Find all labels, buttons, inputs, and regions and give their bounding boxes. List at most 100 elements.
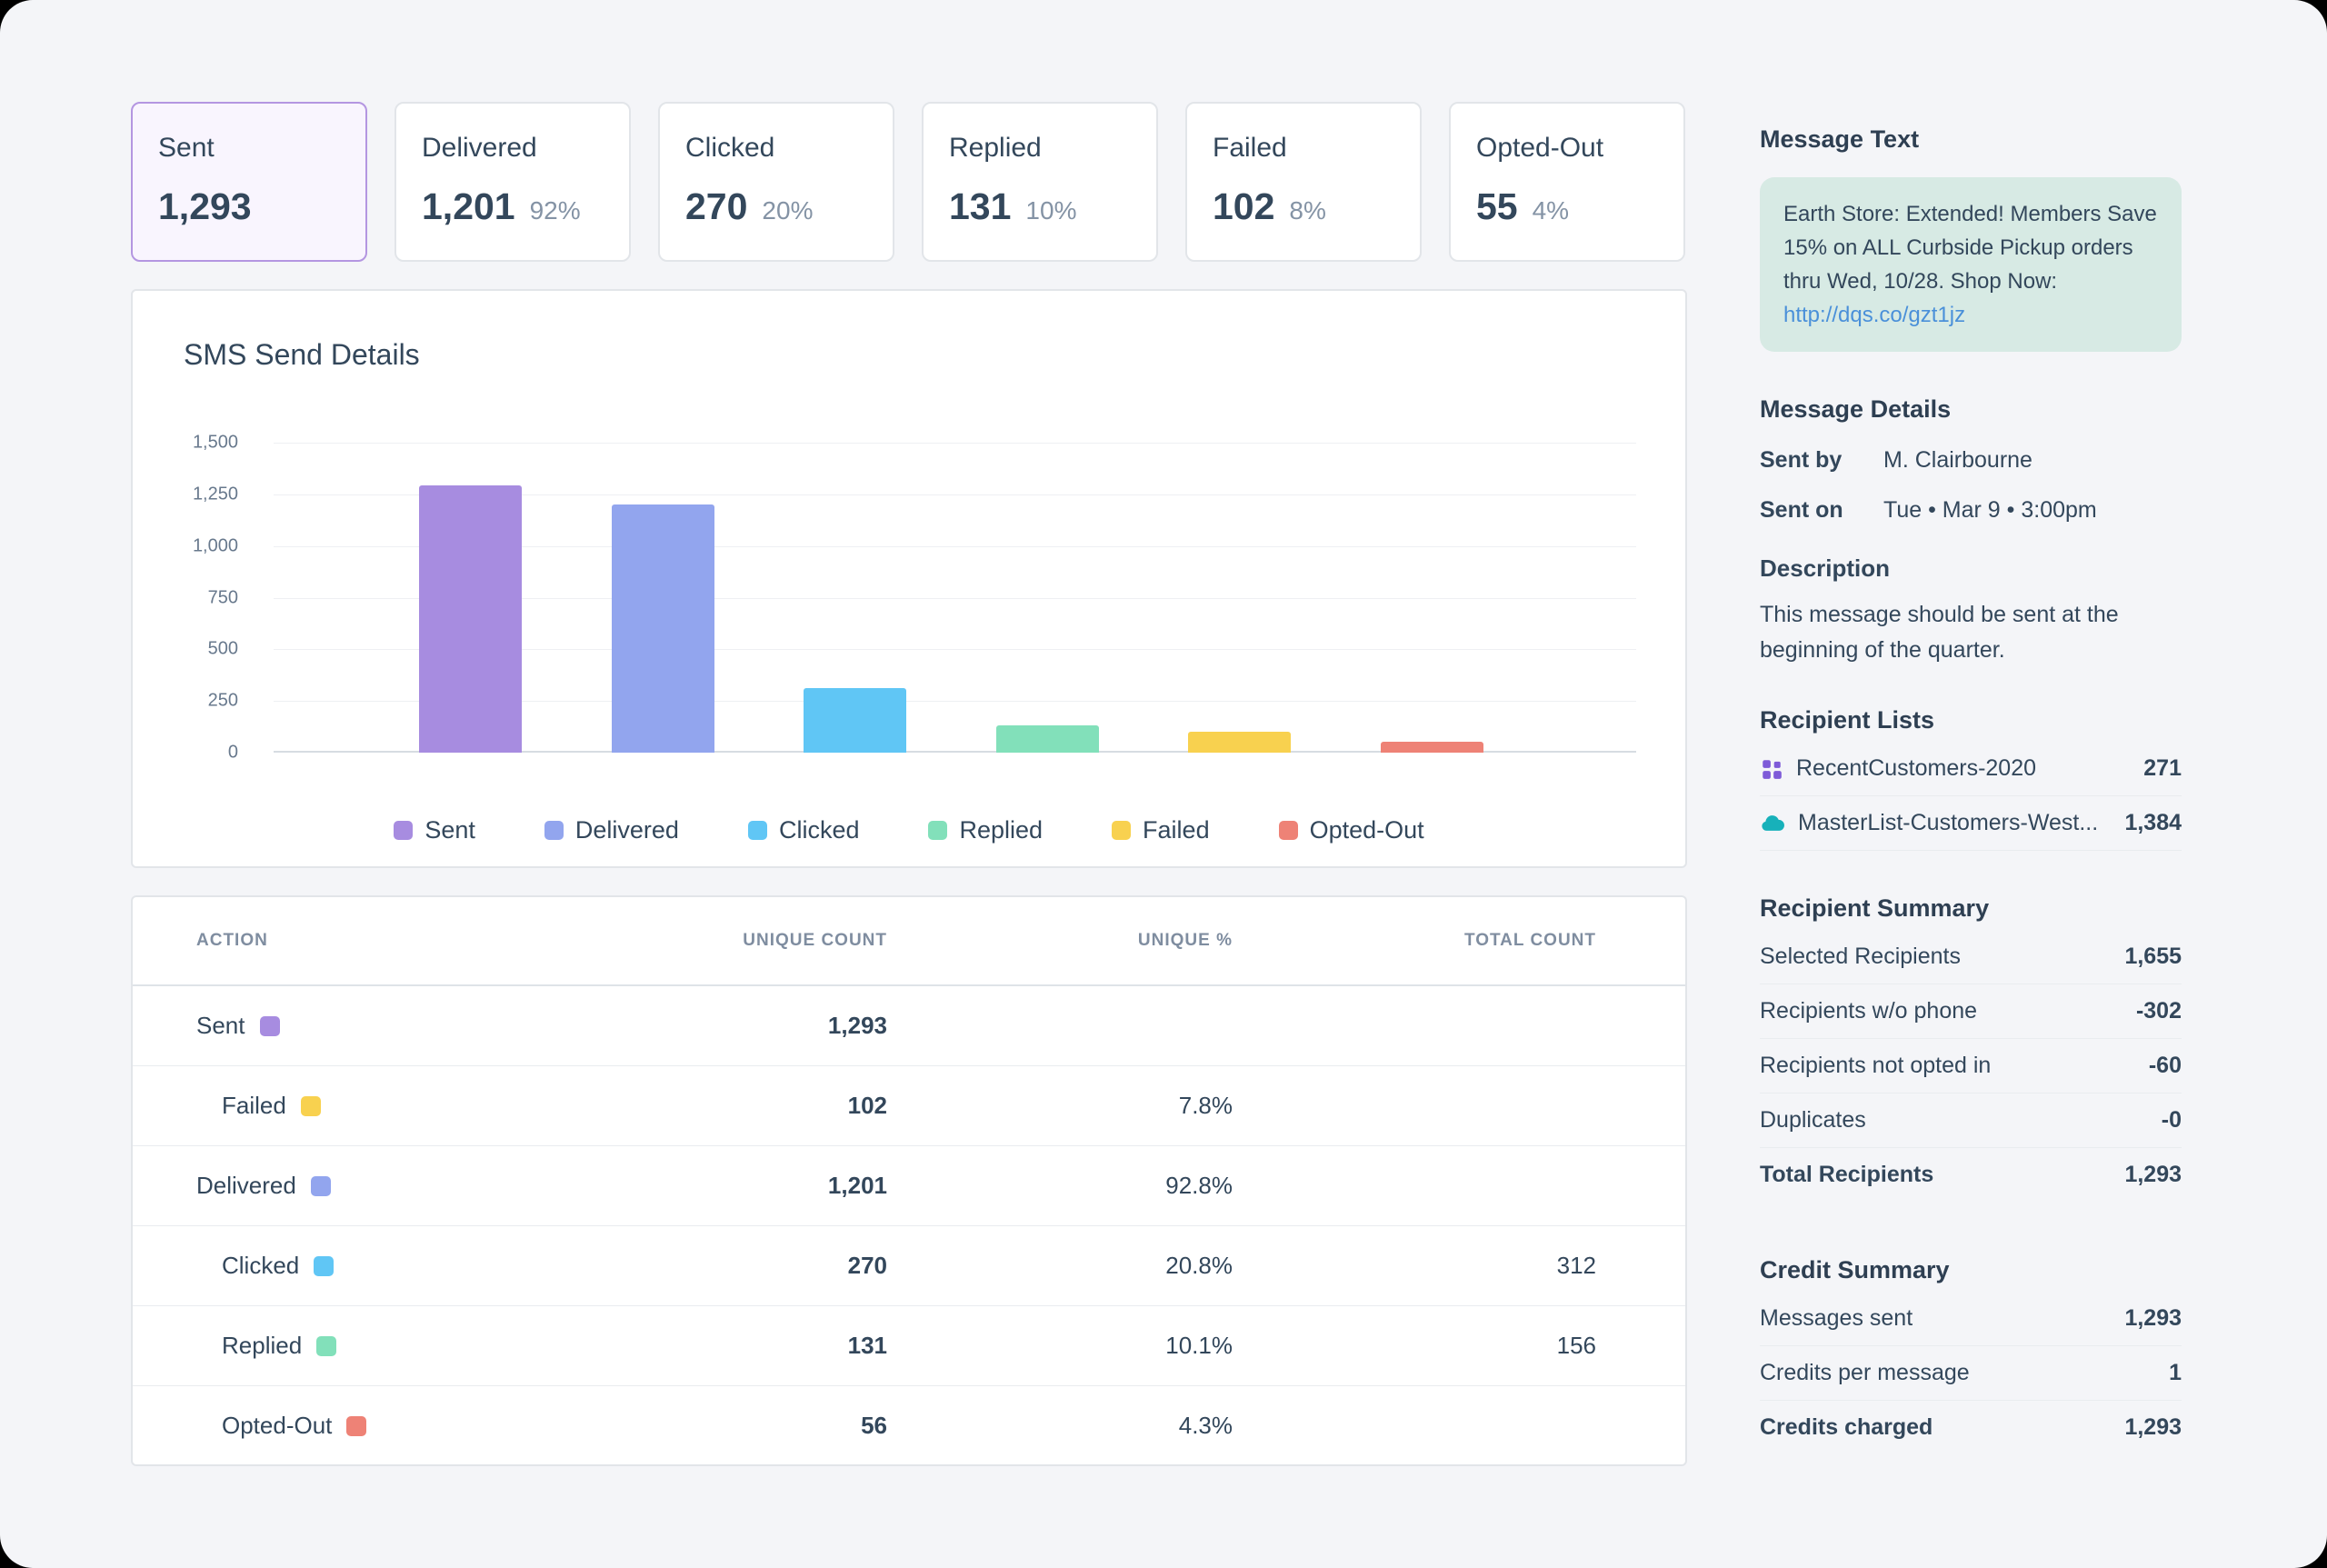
sent-by-row: Sent by M. Clairbourne (1760, 447, 2182, 474)
stat-card-value: 55 (1476, 185, 1518, 228)
stat-card-value-row: 1,201 92% (422, 185, 604, 228)
table-row-opted-out: Opted-Out564.3% (133, 1386, 1685, 1465)
sms-campaign-dashboard: Sent1,293Delivered1,20192%Clicked27020%R… (0, 0, 2327, 1568)
stat-card-value: 1,293 (158, 185, 252, 228)
message-bubble: Earth Store: Extended! Members Save 15% … (1760, 177, 2182, 352)
summary-value: 1,293 (2124, 1305, 2182, 1332)
summary-row-duplicates: Duplicates -0 (1760, 1094, 2182, 1148)
summary-value: 1,293 (2124, 1162, 2182, 1188)
summary-label: Duplicates (1760, 1107, 1866, 1134)
action-color-swatch (316, 1336, 336, 1356)
y-axis-label: 1,500 (184, 433, 238, 454)
summary-value: 1,293 (2124, 1414, 2182, 1441)
action-label: Sent (196, 1012, 245, 1040)
bar-failed (1188, 732, 1291, 753)
action-color-swatch (260, 1016, 280, 1036)
column-header-total-count: Total Count (1233, 931, 1596, 951)
message-details-heading: Message Details (1760, 395, 2182, 424)
summary-row-total-recipients: Total Recipients 1,293 (1760, 1148, 2182, 1202)
summary-label: Selected Recipients (1760, 944, 1961, 970)
message-link[interactable]: http://dqs.co/gzt1jz (1783, 303, 1965, 327)
legend-item-opted-out: Opted-Out (1279, 816, 1424, 844)
stat-card-percent: 8% (1289, 196, 1325, 225)
legend-label: Delivered (575, 816, 679, 844)
stat-card-label: Failed (1213, 133, 1394, 164)
stat-card-value-row: 27020% (685, 185, 867, 228)
y-axis-label: 0 (184, 743, 238, 764)
unique-count-cell: 102 (633, 1092, 887, 1120)
stat-card-clicked[interactable]: Clicked27020% (658, 102, 894, 262)
summary-value: -302 (2136, 998, 2182, 1024)
unique-pct-cell: 7.8% (887, 1092, 1233, 1120)
send-details-table-panel: Action Unique Count Unique % Total Count… (131, 895, 1687, 1466)
stat-card-percent: 20% (762, 196, 813, 225)
column-header-unique-pct: Unique % (887, 931, 1233, 951)
stat-card-failed[interactable]: Failed 1028% (1185, 102, 1422, 262)
action-color-swatch (346, 1416, 366, 1436)
sent-on-value: Tue • Mar 9 • 3:00pm (1883, 497, 2097, 524)
total-count-cell: 312 (1233, 1252, 1596, 1280)
table-action-cell: Opted-Out (196, 1412, 633, 1440)
legend-item-clicked: Clicked (748, 816, 860, 844)
credit-summary-heading: Credit Summary (1760, 1256, 2182, 1284)
y-axis-label: 1,000 (184, 535, 238, 556)
recipient-list-name: MasterList-Customers-West... (1798, 810, 2112, 836)
y-axis-label: 1,250 (184, 484, 238, 504)
legend-item-replied: Replied (928, 816, 1043, 844)
summary-label: Total Recipients (1760, 1162, 1933, 1188)
description-text: This message should be sent at the begin… (1760, 597, 2182, 668)
action-label: Clicked (222, 1252, 299, 1280)
bar-delivered (612, 504, 714, 753)
bar-clicked (804, 688, 906, 753)
recipient-list-name: RecentCustomers-2020 (1796, 755, 2131, 782)
summary-label: Credits charged (1760, 1414, 1933, 1441)
summary-row-credits-per-message: Credits per message1 (1760, 1346, 2182, 1401)
stat-card-value-row: 1,293 (158, 185, 340, 228)
legend-label: Clicked (779, 816, 860, 844)
table-action-cell: Sent (196, 1012, 633, 1040)
legend-label: Opted-Out (1310, 816, 1424, 844)
total-count-cell: 156 (1233, 1332, 1596, 1360)
legend-item-failed: Failed (1112, 816, 1210, 844)
summary-row-messages-sent: Messages sent 1,293 (1760, 1292, 2182, 1346)
table-row-failed: Failed 1027.8% (133, 1066, 1685, 1146)
description-heading: Description (1760, 554, 2182, 583)
table-action-cell: Replied (196, 1332, 633, 1360)
message-body-text: Earth Store: Extended! Members Save 15% … (1783, 202, 2157, 294)
unique-count-cell: 56 (633, 1412, 887, 1440)
recipient-list-item-masterlist-customers-west[interactable]: MasterList-Customers-West...1,384 (1760, 796, 2182, 851)
action-color-swatch (314, 1256, 334, 1276)
summary-label: Messages sent (1760, 1305, 1913, 1332)
column-header-unique-count: Unique Count (633, 931, 887, 951)
table-action-cell: Clicked (196, 1252, 633, 1280)
stat-card-percent: 92% (530, 196, 581, 225)
stat-card-value: 1,201 (422, 185, 515, 228)
stat-card-value: 131 (949, 185, 1011, 228)
stat-card-sent[interactable]: Sent 1,293 (131, 102, 367, 262)
summary-value: -0 (2162, 1107, 2182, 1134)
stat-card-replied[interactable]: Replied13110% (922, 102, 1158, 262)
stat-card-label: Sent (158, 133, 340, 164)
recipient-list-item-recentcustomers-2020[interactable]: RecentCustomers-2020 271 (1760, 742, 2182, 796)
stat-card-opted-out[interactable]: Opted-Out554% (1449, 102, 1685, 262)
stat-card-delivered[interactable]: Delivered1,20192% (394, 102, 631, 262)
sent-by-value: M. Clairbourne (1883, 447, 2032, 474)
action-label: Failed (222, 1092, 286, 1120)
bar-opted-out (1381, 742, 1483, 754)
action-label: Opted-Out (222, 1412, 332, 1440)
legend-swatch (928, 821, 947, 840)
stat-card-value-row: 554% (1476, 185, 1658, 228)
y-axis-label: 250 (184, 691, 238, 712)
recipient-list-count: 271 (2143, 755, 2182, 782)
table-header-row: Action Unique Count Unique % Total Count (133, 897, 1685, 986)
legend-item-delivered: Delivered (544, 816, 679, 844)
sent-on-label: Sent on (1760, 497, 1883, 524)
action-label: Replied (222, 1332, 302, 1360)
table-action-cell: Failed (196, 1092, 633, 1120)
sent-by-label: Sent by (1760, 447, 1883, 474)
table-body: Sent1,293Failed1027.8%Delivered1,20192.8… (133, 986, 1685, 1465)
legend-swatch (748, 821, 767, 840)
summary-row-credits-charged: Credits charged 1,293 (1760, 1401, 2182, 1454)
stat-card-value-row: 1028% (1213, 185, 1394, 228)
summary-value: 1,655 (2124, 944, 2182, 970)
